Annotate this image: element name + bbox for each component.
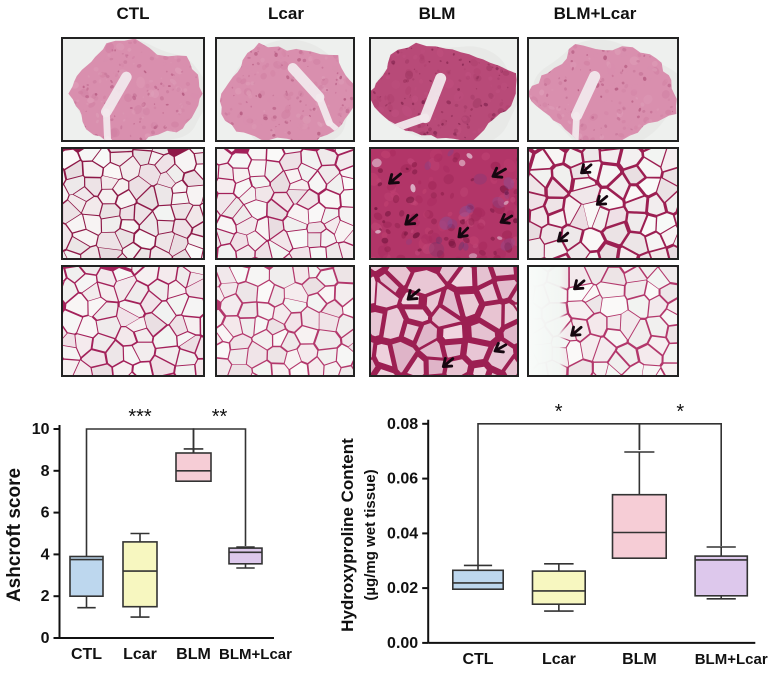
svg-text:___: ___ xyxy=(220,135,233,142)
svg-text:(µg/mg wet tissue): (µg/mg wet tissue) xyxy=(362,469,379,600)
svg-text:***: *** xyxy=(128,406,152,428)
svg-text:0.00: 0.00 xyxy=(387,635,418,652)
svg-text:CTL: CTL xyxy=(462,651,493,668)
svg-text:BLM: BLM xyxy=(176,646,211,663)
svg-text:BLM+Lcar: BLM+Lcar xyxy=(219,646,292,663)
svg-text:8: 8 xyxy=(41,463,50,480)
svg-text:6: 6 xyxy=(41,505,50,522)
svg-text:10: 10 xyxy=(32,421,50,438)
svg-text:CTL: CTL xyxy=(71,646,102,663)
svg-text:___: ___ xyxy=(532,135,545,142)
svg-text:4: 4 xyxy=(41,546,50,563)
svg-text:Lcar: Lcar xyxy=(542,651,576,668)
svg-text:___: ___ xyxy=(374,135,387,142)
svg-text:0: 0 xyxy=(41,630,50,647)
svg-text:0.06: 0.06 xyxy=(387,471,418,488)
svg-text:Lcar: Lcar xyxy=(123,646,157,663)
svg-text:Hydroxyproline Content: Hydroxyproline Content xyxy=(338,438,357,632)
svg-text:0.08: 0.08 xyxy=(387,416,418,433)
svg-text:Ashcroft score: Ashcroft score xyxy=(4,468,25,602)
svg-text:0.02: 0.02 xyxy=(387,580,418,597)
svg-text:0.04: 0.04 xyxy=(387,525,418,542)
svg-text:**: ** xyxy=(212,406,228,428)
svg-text:2: 2 xyxy=(41,588,50,605)
svg-text:BLM: BLM xyxy=(622,651,657,668)
svg-text:___: ___ xyxy=(66,135,79,142)
svg-text:*: * xyxy=(555,401,563,423)
svg-text:*: * xyxy=(676,401,684,423)
svg-text:BLM+Lcar: BLM+Lcar xyxy=(695,651,768,668)
